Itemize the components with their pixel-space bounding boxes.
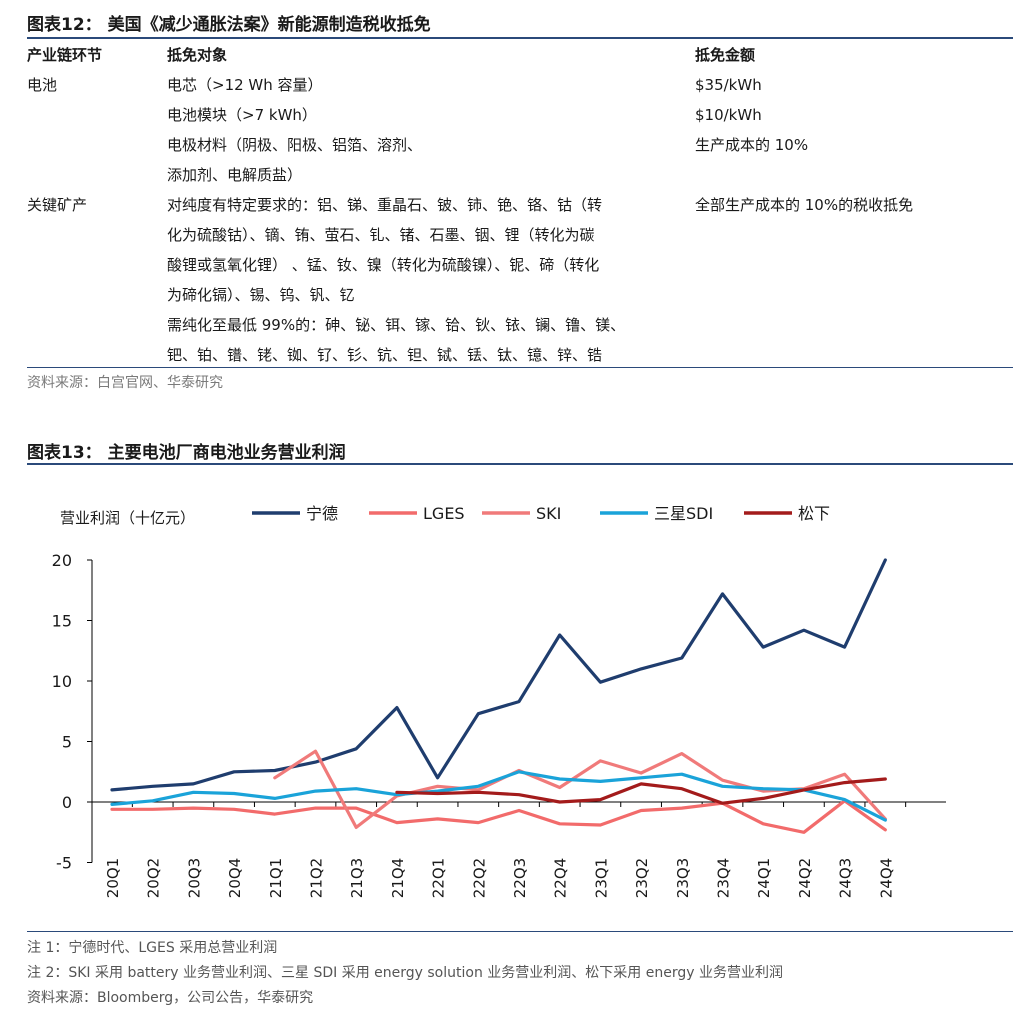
legend-label: LGES bbox=[423, 504, 465, 523]
cell-object: 对纯度有特定要求的：铝、锑、重晶石、铍、铈、铯、铬、钴（转 bbox=[167, 196, 603, 214]
table-row: 需纯化至最低 99%的：砷、铋、铒、镓、铪、钬、铱、镧、镥、镁、 bbox=[27, 310, 1013, 340]
x-tick-label: 20Q4 bbox=[226, 858, 244, 898]
x-tick-label: 24Q3 bbox=[837, 858, 855, 898]
table-bottom-rule bbox=[27, 367, 1013, 368]
legend-label: 三星SDI bbox=[654, 504, 713, 523]
cell-amount bbox=[695, 310, 1013, 340]
cell-amount: 生产成本的 10% bbox=[695, 136, 809, 154]
y-tick-label: 15 bbox=[52, 612, 72, 631]
x-tick-label: 22Q2 bbox=[470, 858, 488, 898]
chart-source: 资料来源：Bloomberg，公司公告，华泰研究 bbox=[27, 990, 314, 1006]
table-row: 电池模块（>7 kWh） $10/kWh bbox=[27, 100, 1013, 130]
cell-object: 添加剂、电解质盐） bbox=[167, 166, 303, 184]
cell-amount bbox=[695, 280, 1013, 310]
table-header-row: 产业链环节 抵免对象 抵免金额 bbox=[27, 40, 1013, 70]
cell-stage bbox=[27, 310, 167, 340]
series-line bbox=[395, 777, 887, 805]
chart-figure-title: 图表13： 主要电池厂商电池业务营业利润 bbox=[27, 443, 346, 463]
cell-amount: $10/kWh bbox=[695, 106, 762, 124]
profit-line-chart: 营业利润（十亿元） 宁德 LGES SKI 三星SDI 松下 -5 0 5 10 15 20 20Q1 2… bbox=[52, 504, 946, 898]
chart-note-1: 注 1：宁德时代、LGES 采用总营业利润 bbox=[27, 940, 278, 956]
cell-object: 需纯化至最低 99%的：砷、铋、铒、镓、铪、钬、铱、镧、镥、镁、 bbox=[167, 316, 626, 334]
header-object: 抵免对象 bbox=[167, 46, 228, 64]
cell-amount bbox=[695, 340, 1013, 370]
chart-top-rule bbox=[27, 463, 1013, 465]
cell-object: 电极材料（阴极、阳极、铝箔、溶剂、 bbox=[167, 136, 423, 154]
x-tick-label: 22Q4 bbox=[552, 858, 570, 898]
table-row: 电极材料（阴极、阳极、铝箔、溶剂、 生产成本的 10% bbox=[27, 130, 1013, 160]
cell-stage bbox=[27, 340, 167, 370]
y-axis-label: 营业利润（十亿元） bbox=[60, 509, 195, 527]
cell-object: 电芯（>12 Wh 容量） bbox=[167, 76, 323, 94]
cell-stage bbox=[27, 100, 167, 130]
x-tick-label: 21Q3 bbox=[348, 858, 366, 898]
x-tick-label: 24Q2 bbox=[796, 858, 814, 898]
x-tick-label: 23Q4 bbox=[715, 858, 733, 898]
chart-note-2: 注 2：SKI 采用 battery 业务营业利润、三星 SDI 采用 ener… bbox=[27, 965, 783, 981]
x-tick-label: 20Q2 bbox=[145, 858, 163, 898]
x-tick-label: 20Q1 bbox=[104, 858, 122, 898]
cell-amount bbox=[695, 250, 1013, 280]
x-tick-label: 22Q3 bbox=[511, 858, 529, 898]
table-body: 电池 电芯（>12 Wh 容量） $35/kWh 电池模块（>7 kWh） $10/kW… bbox=[27, 70, 1013, 370]
y-tick-label: 0 bbox=[62, 793, 72, 812]
cell-object: 为碲化镉）、锡、钨、钒、钇 bbox=[167, 286, 355, 304]
x-tick-label: 23Q3 bbox=[674, 858, 692, 898]
cell-amount bbox=[695, 220, 1013, 250]
cell-stage bbox=[27, 130, 167, 160]
table-row: 为碲化镉）、锡、钨、钒、钇 bbox=[27, 280, 1013, 310]
chart-bottom-rule bbox=[27, 931, 1013, 932]
header-stage: 产业链环节 bbox=[27, 46, 103, 64]
table-figure-title: 图表12： 美国《减少通胀法案》新能源制造税收抵免 bbox=[27, 15, 431, 35]
x-tick-label: 24Q4 bbox=[877, 858, 895, 898]
cell-amount: $35/kWh bbox=[695, 76, 762, 94]
table-row: 钯、铂、镨、铑、铷、钌、钐、钪、钽、铽、铥、钛、镱、锌、锆 bbox=[27, 340, 1013, 370]
y-tick-label: 20 bbox=[52, 551, 72, 570]
table-row: 酸锂或氢氧化锂） 、锰、钕、镍（转化为硫酸镍）、铌、碲（转化 bbox=[27, 250, 1013, 280]
x-tick-label: 23Q1 bbox=[592, 858, 610, 898]
series-line bbox=[110, 770, 887, 822]
header-amount: 抵免金额 bbox=[695, 46, 756, 64]
table-row: 添加剂、电解质盐） bbox=[27, 160, 1013, 190]
cell-stage bbox=[27, 250, 167, 280]
x-tick-label: 21Q1 bbox=[267, 858, 285, 898]
series-line bbox=[110, 799, 887, 834]
tax-credit-table: 产业链环节 抵免对象 抵免金额 电池 电芯（>12 Wh 容量） $35/kWh 电池… bbox=[27, 40, 1013, 370]
cell-stage bbox=[27, 220, 167, 250]
cell-stage bbox=[27, 160, 167, 190]
x-tick-label: 23Q2 bbox=[633, 858, 651, 898]
cell-stage: 电池 bbox=[27, 76, 58, 94]
legend-label: SKI bbox=[536, 504, 561, 523]
y-tick-label: -5 bbox=[56, 854, 72, 873]
cell-object: 化为硫酸钴）、镝、铕、萤石、钆、锗、石墨、铟、锂（转化为碳 bbox=[167, 226, 595, 244]
cell-stage: 关键矿产 bbox=[27, 196, 88, 214]
series-line bbox=[110, 558, 887, 792]
cell-stage bbox=[27, 280, 167, 310]
cell-amount: 全部生产成本的 10%的税收抵免 bbox=[695, 196, 914, 214]
table-top-rule bbox=[27, 37, 1013, 39]
x-tick-label: 21Q4 bbox=[389, 858, 407, 898]
cell-object: 电池模块（>7 kWh） bbox=[167, 106, 317, 124]
y-tick-label: 5 bbox=[62, 733, 72, 752]
legend-label: 宁德 bbox=[306, 504, 338, 523]
x-tick-label: 22Q1 bbox=[430, 858, 448, 898]
table-row: 关键矿产 对纯度有特定要求的：铝、锑、重晶石、铍、铈、铯、铬、钴（转 全部生产成本的… bbox=[27, 190, 1013, 220]
cell-object: 酸锂或氢氧化锂） 、锰、钕、镍（转化为硫酸镍）、铌、碲（转化 bbox=[167, 256, 600, 274]
cell-object: 钯、铂、镨、铑、铷、钌、钐、钪、钽、铽、铥、钛、镱、锌、锆 bbox=[167, 346, 603, 364]
table-row: 化为硫酸钴）、镝、铕、萤石、钆、锗、石墨、铟、锂（转化为碳 bbox=[27, 220, 1013, 250]
x-tick-label: 24Q1 bbox=[755, 858, 773, 898]
x-tick-label: 21Q2 bbox=[308, 858, 326, 898]
y-tick-label: 10 bbox=[52, 672, 72, 691]
table-source: 资料来源：白宫官网、华泰研究 bbox=[27, 375, 223, 391]
table-row: 电池 电芯（>12 Wh 容量） $35/kWh bbox=[27, 70, 1013, 100]
legend-label: 松下 bbox=[798, 504, 830, 523]
cell-amount bbox=[695, 160, 1013, 190]
x-tick-label: 20Q3 bbox=[185, 858, 203, 898]
